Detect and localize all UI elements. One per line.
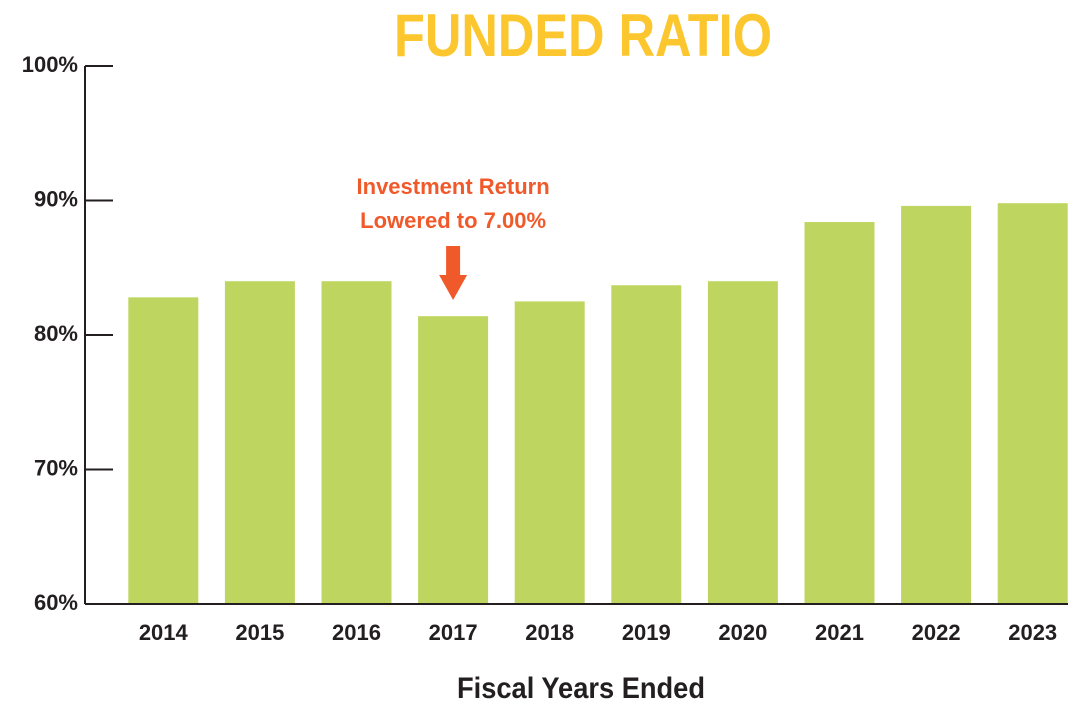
x-tick-label: 2015 xyxy=(235,620,284,645)
x-tick-label: 2022 xyxy=(912,620,961,645)
bar xyxy=(611,285,682,604)
bar xyxy=(514,301,585,604)
x-axis-label: Fiscal Years Ended xyxy=(457,672,705,705)
x-tick-label: 2018 xyxy=(525,620,574,645)
chart-title: FUNDED RATIO xyxy=(394,2,772,69)
bar xyxy=(128,297,199,604)
x-tick-label: 2020 xyxy=(718,620,767,645)
bar xyxy=(707,281,778,604)
annotation-text: Lowered to 7.00% xyxy=(360,208,546,233)
y-tick-label: 70% xyxy=(34,455,78,480)
y-tick-label: 90% xyxy=(34,186,78,211)
x-tick-label: 2017 xyxy=(429,620,478,645)
x-tick-label: 2019 xyxy=(622,620,671,645)
x-tick-label: 2023 xyxy=(1008,620,1057,645)
bar xyxy=(901,205,972,604)
y-tick-label: 60% xyxy=(34,590,78,615)
x-tick-label: 2014 xyxy=(139,620,189,645)
x-tick-label: 2021 xyxy=(815,620,864,645)
bar xyxy=(997,203,1068,604)
bar xyxy=(804,222,875,604)
annotation-text: Investment Return xyxy=(357,174,550,199)
x-tick-label: 2016 xyxy=(332,620,381,645)
bar xyxy=(418,316,489,604)
bar xyxy=(321,281,392,604)
annotation-arrowhead xyxy=(439,275,468,300)
bar xyxy=(224,281,295,604)
y-tick-label: 100% xyxy=(22,52,78,77)
y-tick-label: 80% xyxy=(34,321,78,346)
annotation-arrow xyxy=(446,246,461,276)
